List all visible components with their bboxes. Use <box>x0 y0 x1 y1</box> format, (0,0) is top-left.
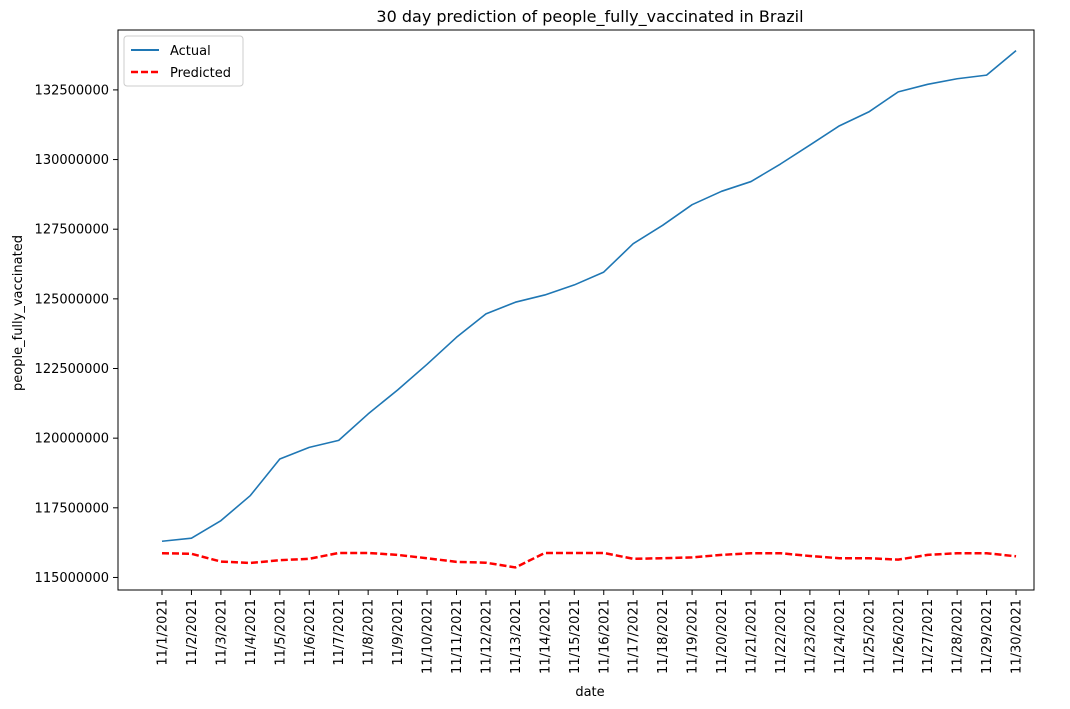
x-tick-label: 11/14/2021 <box>538 599 553 674</box>
x-tick-label: 11/23/2021 <box>803 599 818 674</box>
y-tick-label: 115000000 <box>35 571 109 586</box>
x-tick-label: 11/22/2021 <box>774 599 789 674</box>
series-lines <box>161 50 1017 569</box>
x-tick-label: 11/19/2021 <box>686 599 701 674</box>
x-tick-label: 11/1/2021 <box>156 599 171 666</box>
series-line-predicted <box>161 551 1017 569</box>
y-axis-label: people_fully_vaccinated <box>11 235 26 391</box>
y-axis: 115000000 117500000 120000000 122500000 1250… <box>35 83 118 586</box>
x-tick-label: 11/26/2021 <box>892 599 907 674</box>
plot-frame <box>117 29 1035 591</box>
y-tick-label: 117500000 <box>35 501 109 516</box>
y-tick-label: 132500000 <box>35 83 109 98</box>
y-tick-label: 122500000 <box>35 362 109 377</box>
legend-label-predicted: Predicted <box>170 66 231 81</box>
x-tick-label: 11/18/2021 <box>656 599 671 674</box>
x-tick-label: 11/13/2021 <box>509 599 524 674</box>
chart-title: 30 day prediction of people_fully_vaccin… <box>376 7 803 27</box>
y-tick-label: 130000000 <box>35 153 109 168</box>
y-tick-label: 120000000 <box>35 432 109 447</box>
x-tick-label: 11/4/2021 <box>244 599 259 666</box>
x-tick-label: 11/3/2021 <box>214 599 229 666</box>
x-tick-label: 11/11/2021 <box>450 599 465 674</box>
x-tick-label: 11/5/2021 <box>273 599 288 666</box>
x-tick-label: 11/25/2021 <box>862 599 877 674</box>
x-tick-label: 11/2/2021 <box>185 599 200 666</box>
y-tick-label: 125000000 <box>35 292 109 307</box>
x-tick-label: 11/24/2021 <box>833 599 848 674</box>
x-tick-label: 11/21/2021 <box>745 599 760 674</box>
x-tick-label: 11/15/2021 <box>568 599 583 674</box>
x-tick-label: 11/10/2021 <box>421 599 436 674</box>
x-tick-label: 11/28/2021 <box>951 599 966 674</box>
x-tick-label: 11/20/2021 <box>715 599 730 674</box>
x-tick-label: 11/17/2021 <box>627 599 642 674</box>
legend-box <box>123 35 244 87</box>
legend: Actual Predicted <box>123 35 244 87</box>
x-tick-label: 11/8/2021 <box>362 599 377 666</box>
x-tick-label: 11/12/2021 <box>479 599 494 674</box>
x-tick-label: 11/29/2021 <box>980 599 995 674</box>
x-axis-label: date <box>575 685 604 700</box>
x-tick-label: 11/9/2021 <box>391 599 406 666</box>
x-tick-label: 11/6/2021 <box>303 599 318 666</box>
series-line-actual <box>161 50 1017 543</box>
x-tick-label: 11/16/2021 <box>597 599 612 674</box>
x-axis: 11/1/2021 11/2/2021 11/3/2021 11/4/2021 11/5… <box>156 590 1025 674</box>
y-tick-label: 127500000 <box>35 223 109 238</box>
x-tick-label: 11/27/2021 <box>921 599 936 674</box>
legend-label-actual: Actual <box>170 44 211 59</box>
x-tick-label: 11/7/2021 <box>332 599 347 666</box>
x-tick-label: 11/30/2021 <box>1010 599 1025 674</box>
